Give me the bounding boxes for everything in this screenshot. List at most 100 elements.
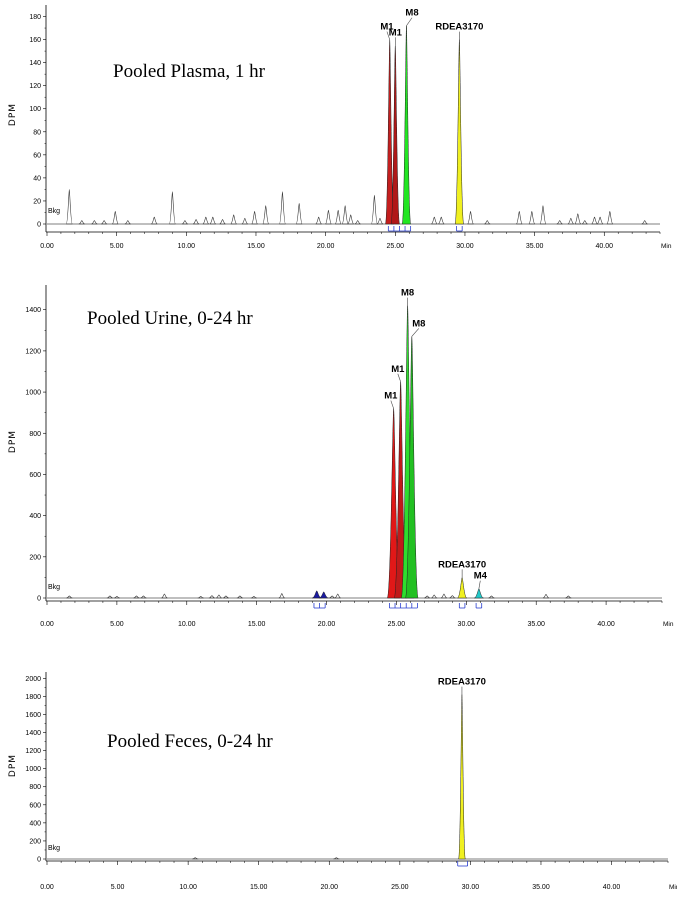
y-axis-label: DPM (8, 103, 18, 126)
peak-label-leader (478, 580, 481, 589)
noise-peak (376, 217, 384, 225)
x-tick-label: 40.00 (597, 621, 615, 628)
series-peak (401, 25, 411, 225)
noise-peak (333, 857, 340, 860)
x-tick-label: 20.00 (318, 621, 336, 628)
x-tick-label: 10.00 (178, 621, 196, 628)
x-tick-label: 5.00 (110, 243, 124, 250)
y-tick-label: 0 (37, 596, 41, 603)
x-unit-label: Min (663, 621, 674, 628)
noise-peak (334, 593, 341, 599)
chart-panel-3: 0 200 400 600 800 1000 1200 1400 1600 1800 2000 0.0… (8, 672, 677, 891)
y-tick-label: 1000 (25, 766, 41, 773)
series-peak (311, 590, 322, 599)
peak-label: M8 (412, 318, 425, 329)
noise-peak (347, 214, 354, 225)
x-tick-label: 0.00 (40, 243, 54, 250)
peak-label: RDEA3170 (435, 22, 483, 33)
noise-peak (279, 191, 286, 225)
y-tick-label: 600 (29, 472, 41, 479)
noise-peak (424, 595, 431, 599)
y-tick-label: 400 (29, 820, 41, 827)
noise-peak (230, 214, 237, 225)
x-tick-label: 15.00 (247, 243, 265, 250)
noise-peak (113, 596, 120, 599)
noise-peak (192, 219, 200, 225)
x-tick-label: 5.00 (111, 884, 125, 891)
chart-title: Pooled Feces, 0-24 hr (107, 731, 273, 752)
x-tick-label: 30.00 (456, 243, 474, 250)
noise-peak (161, 593, 168, 599)
noise-peak (91, 220, 98, 225)
noise-peak (565, 595, 572, 599)
y-tick-label: 0 (37, 222, 41, 229)
y-tick-label: 1400 (25, 307, 41, 314)
x-unit-label: Min (669, 884, 677, 891)
peak-label: M8 (405, 8, 418, 19)
noise-peak (208, 595, 216, 599)
x-tick-label: 0.00 (40, 621, 54, 628)
x-tick-label: 25.00 (387, 243, 405, 250)
x-tick-label: 10.00 (178, 243, 196, 250)
bkg-label: Bkg (48, 584, 60, 591)
x-tick-label: 10.00 (179, 884, 197, 891)
chart-panel-2: 0 200 400 600 800 1000 1200 1400 0.00 5.00 10.00 15… (8, 285, 674, 628)
x-tick-label: 15.00 (250, 884, 268, 891)
y-tick-label: 2000 (25, 676, 41, 683)
noise-peak (431, 216, 438, 225)
peak-label: M1 (391, 364, 405, 375)
noise-peak (106, 595, 114, 599)
noise-peak (66, 595, 73, 599)
noise-peak (202, 216, 210, 225)
y-tick-label: 180 (29, 14, 41, 21)
noise-peak (341, 205, 349, 225)
noise-peak (219, 219, 226, 225)
noise-peak (100, 220, 108, 225)
noise-peak (467, 211, 474, 225)
series-peak (390, 45, 400, 225)
noise-peak (209, 216, 216, 225)
x-tick-label: 30.00 (458, 621, 476, 628)
peak-label: M8 (401, 288, 414, 299)
peak-label-leader (386, 31, 391, 40)
y-tick-label: 800 (29, 784, 41, 791)
noise-peak (111, 211, 119, 225)
peak-label-leader (411, 328, 420, 337)
noise-peak (438, 216, 445, 225)
y-tick-label: 0 (37, 857, 41, 864)
noise-peak (192, 857, 199, 860)
y-tick-label: 160 (29, 37, 41, 44)
noise-peak (574, 213, 582, 225)
noise-peak (197, 596, 204, 599)
y-tick-label: 20 (33, 198, 41, 205)
noise-peak (334, 209, 342, 225)
y-tick-label: 1000 (25, 390, 41, 397)
noise-peak (515, 211, 523, 225)
noise-peak (431, 594, 438, 599)
noise-peak (528, 211, 536, 225)
y-tick-label: 140 (29, 60, 41, 67)
y-tick-label: 800 (29, 431, 41, 438)
y-tick-label: 1800 (25, 694, 41, 701)
y-tick-label: 40 (33, 175, 41, 182)
noise-peak (241, 217, 249, 225)
bkg-label: Bkg (48, 845, 60, 852)
noise-peak (295, 202, 303, 225)
y-tick-label: 80 (33, 129, 41, 136)
peak-label: M4 (474, 571, 488, 582)
y-tick-label: 200 (29, 838, 41, 845)
noise-peak (329, 595, 336, 599)
x-tick-label: 35.00 (527, 621, 545, 628)
chart-panel-1: 0 20 40 60 80 100 120 140 160 180 0.00 5.00 10.00 15.… (8, 5, 672, 250)
peak-label: M1 (389, 27, 403, 38)
y-tick-label: 1400 (25, 730, 41, 737)
x-tick-label: 5.00 (110, 621, 124, 628)
noise-peak (542, 593, 550, 599)
y-tick-label: 60 (33, 152, 41, 159)
series-peak (474, 588, 484, 599)
noise-peak (449, 595, 456, 599)
series-peak (457, 577, 468, 599)
noise-peak (140, 595, 147, 599)
x-tick-label: 35.00 (532, 884, 550, 891)
